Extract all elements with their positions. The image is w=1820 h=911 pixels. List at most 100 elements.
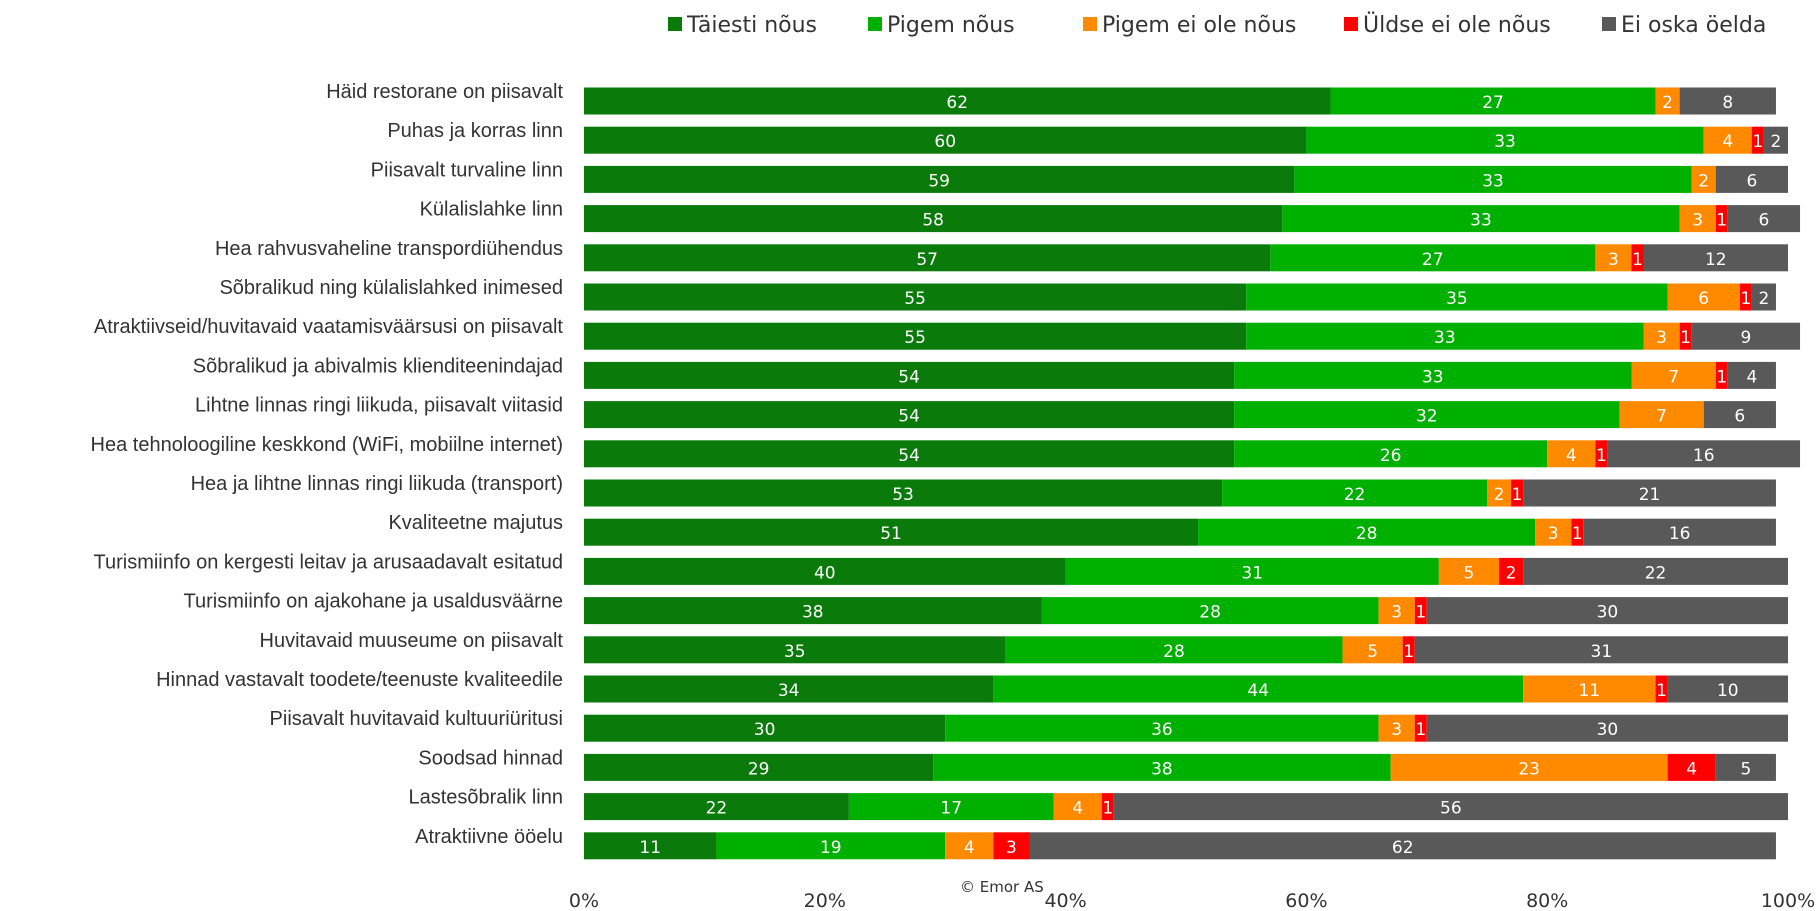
bar-segment (1619, 401, 1704, 429)
data-label: 30 (1597, 720, 1619, 740)
bar-segment (1643, 244, 1788, 272)
data-label: 11 (639, 838, 661, 858)
bar-segment (945, 714, 1379, 742)
data-label: 22 (706, 799, 728, 819)
bar-segment (1727, 361, 1776, 389)
bar-segment (1739, 283, 1752, 311)
data-label: 3 (1656, 328, 1667, 348)
data-label: 3 (1391, 603, 1402, 623)
bar-segment (1571, 518, 1584, 546)
data-label: 8 (1722, 93, 1733, 113)
data-label: 2 (1494, 485, 1505, 505)
legend-swatch (1602, 17, 1616, 31)
bar-segment (1727, 205, 1801, 233)
data-label: 54 (898, 446, 920, 466)
data-label: 55 (904, 328, 926, 348)
bar-segment (584, 793, 849, 821)
bar-segment (1631, 361, 1716, 389)
bar-segment (584, 283, 1247, 311)
data-label: 2 (1771, 132, 1782, 152)
data-label: 56 (1440, 799, 1462, 819)
bar-segment (1041, 597, 1379, 625)
data-label: 3 (1548, 524, 1559, 544)
data-label: 1 (1403, 642, 1414, 662)
data-label: 1 (1680, 328, 1691, 348)
data-label: 38 (802, 603, 824, 623)
legend-swatch (868, 17, 882, 31)
data-label: 5 (1740, 759, 1751, 779)
bar-segment (933, 753, 1391, 781)
data-label: 5 (1464, 563, 1475, 583)
bar-segment (1763, 126, 1788, 154)
bar-segment (1691, 165, 1716, 193)
data-label: 60 (934, 132, 956, 152)
bar-segment (1691, 322, 1801, 350)
data-label: 5 (1367, 642, 1378, 662)
bar-segment (1101, 793, 1114, 821)
x-tick-label: 0% (569, 890, 599, 911)
legend-swatch (1083, 17, 1097, 31)
category-label: Hea ja lihtne linnas ringi liikuda (tran… (191, 473, 563, 495)
data-label: 22 (1344, 485, 1366, 505)
bar-segment (1330, 87, 1656, 115)
data-label: 4 (1722, 132, 1733, 152)
bar-segment (1547, 440, 1596, 468)
bar-segment (1053, 793, 1102, 821)
bar-segment (1426, 597, 1788, 625)
category-label: Hinnad vastavalt toodete/teenuste kvalit… (156, 669, 563, 691)
bar-segment (1583, 518, 1776, 546)
bar-segment (1751, 283, 1776, 311)
bar-segment (1595, 440, 1608, 468)
bar-segment (1282, 205, 1680, 233)
bar-segment (1523, 479, 1776, 507)
data-label: 7 (1668, 367, 1679, 387)
bar-segment (1667, 283, 1740, 311)
data-label: 4 (1686, 759, 1697, 779)
data-label: 1 (1596, 446, 1607, 466)
category-label: Atraktiivne ööelu (415, 826, 563, 848)
bar-segment (584, 126, 1307, 154)
data-label: 28 (1199, 603, 1221, 623)
bar-segment (1595, 244, 1632, 272)
data-label: 1 (1415, 720, 1426, 740)
data-label: 11 (1579, 681, 1601, 701)
data-label: 62 (1392, 838, 1414, 858)
data-label: 26 (1380, 446, 1402, 466)
data-label: 54 (898, 407, 920, 427)
bar-segment (584, 322, 1247, 350)
bar-segment (584, 440, 1235, 468)
bar-segment (1029, 832, 1776, 860)
data-label: 22 (1645, 563, 1667, 583)
bar-segment (1703, 126, 1752, 154)
bar-segment (1113, 793, 1788, 821)
legend-label: Ei oska öelda (1621, 13, 1766, 38)
data-label: 33 (1422, 367, 1444, 387)
bar-segment (1438, 557, 1500, 585)
data-label: 27 (1422, 250, 1444, 270)
x-tick-label: 60% (1285, 890, 1327, 911)
bar-segment (1414, 636, 1788, 664)
data-label: 1 (1752, 132, 1763, 152)
bar-segment (584, 597, 1042, 625)
bar-segment (1499, 557, 1524, 585)
bar-segment (945, 832, 994, 860)
bar-segment (1679, 205, 1716, 233)
data-label: 2 (1698, 171, 1709, 191)
bar-segment (1667, 753, 1716, 781)
bar-segment (1306, 126, 1704, 154)
data-label: 35 (784, 642, 806, 662)
copyright-note: © Emor AS (960, 878, 1044, 896)
bar-segment (1246, 322, 1644, 350)
data-label: 35 (1446, 289, 1468, 309)
data-label: 1 (1632, 250, 1643, 270)
legend-swatch (1344, 17, 1358, 31)
data-label: 54 (898, 367, 920, 387)
data-label: 62 (946, 93, 968, 113)
data-label: 38 (1151, 759, 1173, 779)
data-label: 3 (1391, 720, 1402, 740)
data-label: 1 (1716, 211, 1727, 231)
data-label: 23 (1518, 759, 1540, 779)
bar-segment (1198, 518, 1536, 546)
data-label: 33 (1470, 211, 1492, 231)
